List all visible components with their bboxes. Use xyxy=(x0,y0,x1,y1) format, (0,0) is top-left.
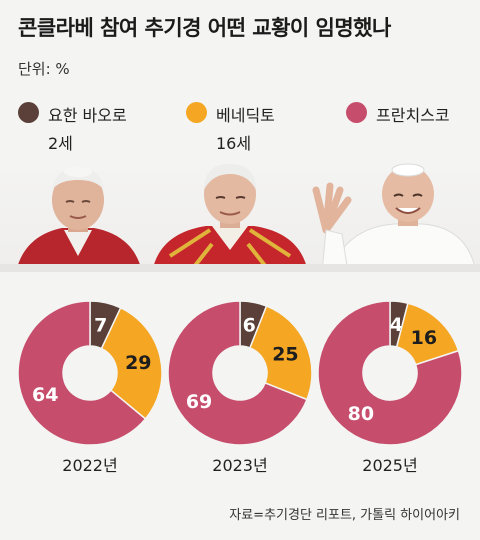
donut-charts: 7 29 64 6 25 69 4 16 80 2022년 2023년 2025년 xyxy=(0,290,480,490)
year-label-2023: 2023년 xyxy=(212,456,268,475)
data-label-john-paul: 6 xyxy=(243,314,256,336)
slice-francis xyxy=(317,300,463,446)
john-paul-ii-portrait xyxy=(16,167,142,272)
slice-benedict xyxy=(248,305,313,401)
legend-label: 베네딕토 xyxy=(216,106,275,125)
source-note: 자료=추기경단 리포트, 가톨릭 하이어아키 xyxy=(229,508,460,523)
slice-francis xyxy=(167,300,308,446)
photo-band-base xyxy=(0,264,480,272)
year-label-2022: 2022년 xyxy=(62,456,118,475)
legend-sublabel: 2세 xyxy=(48,134,73,153)
data-label-francis: 64 xyxy=(32,384,58,406)
data-label-francis: 69 xyxy=(186,391,212,413)
pope-photo-band xyxy=(0,160,480,272)
data-label-benedict: 16 xyxy=(411,327,437,349)
year-label-2025: 2025년 xyxy=(362,456,418,475)
legend-label: 요한 바오로 xyxy=(48,106,127,125)
data-label-benedict: 25 xyxy=(272,343,298,365)
donut-chart-2025: 4 16 80 xyxy=(317,300,463,446)
slice-francis xyxy=(17,300,147,446)
legend-swatch xyxy=(346,102,367,123)
benedict-xvi-portrait xyxy=(152,164,308,272)
legend-swatch xyxy=(186,102,207,123)
data-label-john-paul: 4 xyxy=(390,314,403,336)
legend-label: 프란치스코 xyxy=(376,106,450,125)
legend-swatch xyxy=(18,102,39,123)
francis-portrait xyxy=(312,163,477,272)
data-label-benedict: 29 xyxy=(125,352,151,374)
data-label-francis: 80 xyxy=(348,403,374,425)
legend-sublabel: 16세 xyxy=(216,134,252,153)
data-label-john-paul: 7 xyxy=(94,315,107,337)
chart-title: 콘클라베 참여 추기경 어떤 교황이 임명했나 xyxy=(18,16,391,40)
donut-chart-2023: 6 25 69 xyxy=(167,300,313,446)
slice-benedict xyxy=(100,306,163,420)
unit-label: 단위: % xyxy=(18,60,70,78)
donut-chart-2022: 7 29 64 xyxy=(17,300,163,446)
